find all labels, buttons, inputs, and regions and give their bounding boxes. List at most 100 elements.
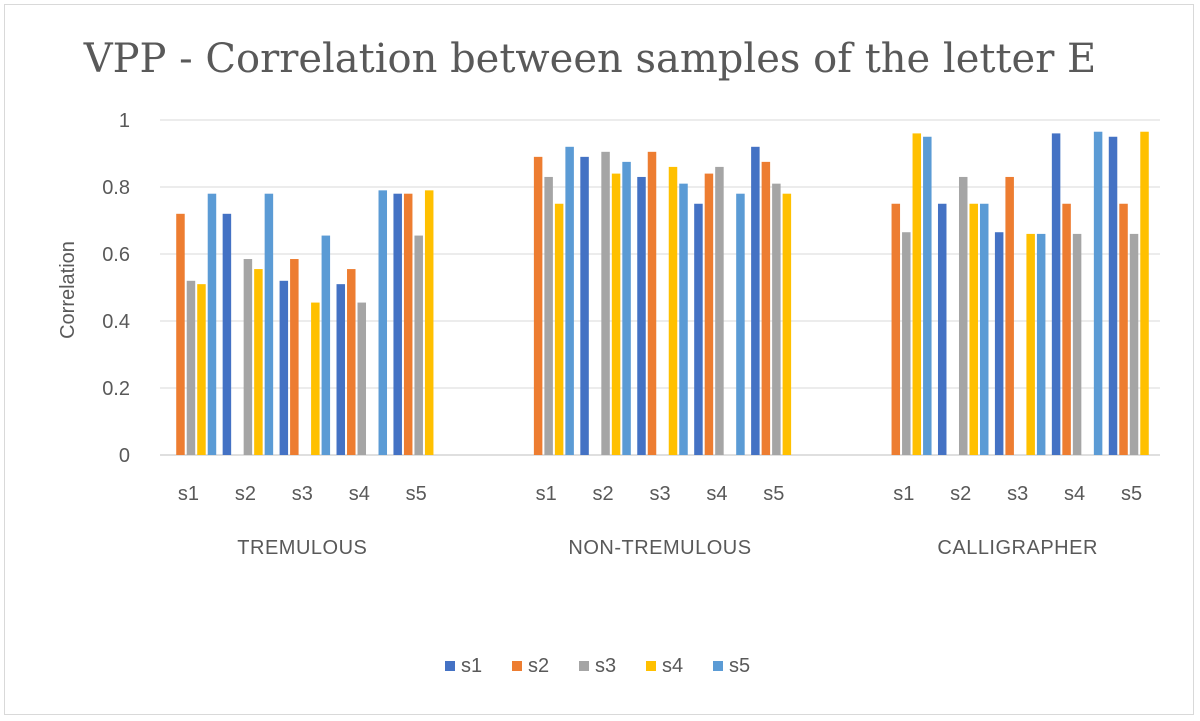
bar-calligrapher-s1-s2 <box>891 203 901 455</box>
bar-non-tremulous-s2-s3 <box>601 151 610 455</box>
legend-label-s3: s3 <box>595 655 616 677</box>
x-axis-ticks: s1 s2 s3 s4 s5 s1 s2 s3 s4 s5 s1 s2 s3 s4 s5 <box>178 483 1142 505</box>
group-label: CALLIGRAPHER <box>937 537 1098 559</box>
x-tick-label: s5 <box>1121 483 1142 505</box>
bar-calligrapher-s4-s3 <box>1072 233 1082 455</box>
bar-tremulous-s3-s1 <box>279 280 289 455</box>
x-tick-label: s1 <box>893 483 914 505</box>
y-tick-label: 0.2 <box>102 378 130 400</box>
bar-tremulous-s4-s3 <box>357 302 367 455</box>
bar-non-tremulous-s1-s5 <box>565 146 574 456</box>
chart-title: VPP - Correlation between samples of the… <box>83 36 1097 82</box>
bar-tremulous-s1-s3 <box>186 280 196 455</box>
group-label: TREMULOUS <box>237 537 367 559</box>
x-tick-label: s4 <box>1064 483 1085 505</box>
y-tick-label: 0.8 <box>102 177 130 199</box>
y-tick-label: 0.4 <box>102 311 130 333</box>
legend-label-s1: s1 <box>461 655 482 677</box>
bar-calligrapher-s2-s1 <box>937 203 947 455</box>
bar-calligrapher-s2-s4 <box>969 203 978 455</box>
group-labels: TREMULOUS NON-TREMULOUS CALLIGRAPHER <box>237 537 1098 559</box>
x-tick-label: s3 <box>1007 483 1028 505</box>
legend: s1 s2 s3 s4 s5 <box>445 655 750 677</box>
bar-tremulous-s4-s1 <box>336 284 346 455</box>
x-tick-label: s2 <box>235 483 256 505</box>
bar-non-tremulous-s3-s2 <box>647 151 657 455</box>
bar-calligrapher-s5-s1 <box>1108 136 1118 455</box>
x-tick-label: s5 <box>763 483 784 505</box>
y-tick-label: 0.6 <box>102 244 130 266</box>
legend-swatch-s2 <box>512 661 522 671</box>
bar-calligrapher-s4-s5 <box>1093 131 1103 455</box>
x-tick-label: s3 <box>292 483 313 505</box>
bar-non-tremulous-s4-s2 <box>704 173 714 455</box>
bar-calligrapher-s3-s4 <box>1026 233 1035 455</box>
bar-non-tremulous-s4-s3 <box>715 166 724 455</box>
bars <box>176 131 1149 456</box>
bar-tremulous-s2-s1 <box>222 213 232 455</box>
bar-calligrapher-s5-s4 <box>1140 131 1149 455</box>
x-tick-label: s3 <box>649 483 670 505</box>
bar-calligrapher-s4-s1 <box>1051 133 1061 455</box>
legend-label-s2: s2 <box>528 655 549 677</box>
bar-calligrapher-s3-s1 <box>994 232 1004 455</box>
bar-tremulous-s4-s5 <box>378 190 388 455</box>
bar-non-tremulous-s4-s1 <box>694 203 703 455</box>
bar-calligrapher-s5-s2 <box>1119 203 1128 455</box>
x-tick-label: s5 <box>406 483 427 505</box>
bar-tremulous-s2-s5 <box>264 193 274 455</box>
bar-non-tremulous-s2-s4 <box>611 173 621 455</box>
legend-swatch-s3 <box>579 661 589 671</box>
bar-tremulous-s1-s2 <box>176 213 185 455</box>
bar-non-tremulous-s5-s4 <box>782 193 792 455</box>
legend-label-s5: s5 <box>729 655 750 677</box>
bar-non-tremulous-s1-s4 <box>554 203 564 455</box>
x-tick-label: s1 <box>536 483 557 505</box>
bar-tremulous-s3-s2 <box>290 259 299 455</box>
x-tick-label: s4 <box>349 483 370 505</box>
group-label: NON-TREMULOUS <box>568 537 751 559</box>
bar-tremulous-s1-s5 <box>207 193 217 455</box>
legend-label-s4: s4 <box>662 655 683 677</box>
x-tick-label: s4 <box>706 483 727 505</box>
bar-calligrapher-s1-s3 <box>902 232 911 455</box>
x-tick-label: s2 <box>593 483 614 505</box>
bar-non-tremulous-s1-s3 <box>544 176 553 455</box>
bar-calligrapher-s3-s2 <box>1005 176 1014 455</box>
y-tick-label: 1 <box>119 110 130 132</box>
bar-calligrapher-s1-s4 <box>912 133 922 455</box>
bar-non-tremulous-s5-s2 <box>761 161 771 455</box>
y-tick-label: 0 <box>119 445 130 467</box>
bar-non-tremulous-s3-s4 <box>668 166 678 455</box>
legend-swatch-s5 <box>713 661 723 671</box>
y-axis-label: Correlation <box>57 241 79 339</box>
bar-tremulous-s5-s2 <box>403 193 413 455</box>
bar-non-tremulous-s2-s1 <box>580 156 589 455</box>
bar-tremulous-s2-s4 <box>254 269 263 455</box>
x-tick-label: s2 <box>950 483 971 505</box>
bar-non-tremulous-s3-s1 <box>637 176 646 455</box>
bar-tremulous-s1-s4 <box>197 284 206 455</box>
bar-calligrapher-s1-s5 <box>923 136 932 455</box>
bar-calligrapher-s2-s5 <box>979 203 989 455</box>
bar-tremulous-s3-s4 <box>311 302 320 455</box>
bar-non-tremulous-s2-s5 <box>622 161 631 455</box>
x-tick-label: s1 <box>178 483 199 505</box>
bar-calligrapher-s5-s3 <box>1129 233 1139 455</box>
bar-tremulous-s5-s1 <box>393 193 402 455</box>
bar-calligrapher-s2-s3 <box>958 176 968 455</box>
bar-tremulous-s5-s3 <box>414 235 423 455</box>
bar-tremulous-s4-s2 <box>347 269 356 455</box>
bar-tremulous-s5-s4 <box>424 190 434 455</box>
bar-non-tremulous-s5-s3 <box>772 183 781 455</box>
bar-tremulous-s2-s3 <box>243 259 253 455</box>
bar-calligrapher-s4-s2 <box>1062 203 1071 455</box>
legend-swatch-s4 <box>646 661 656 671</box>
bar-non-tremulous-s1-s2 <box>533 156 543 455</box>
bar-non-tremulous-s3-s5 <box>679 183 688 455</box>
y-axis-ticks: 0 0.2 0.4 0.6 0.8 1 <box>102 110 130 467</box>
bar-non-tremulous-s4-s5 <box>736 193 745 455</box>
bar-tremulous-s3-s5 <box>321 235 331 455</box>
legend-swatch-s1 <box>445 661 455 671</box>
